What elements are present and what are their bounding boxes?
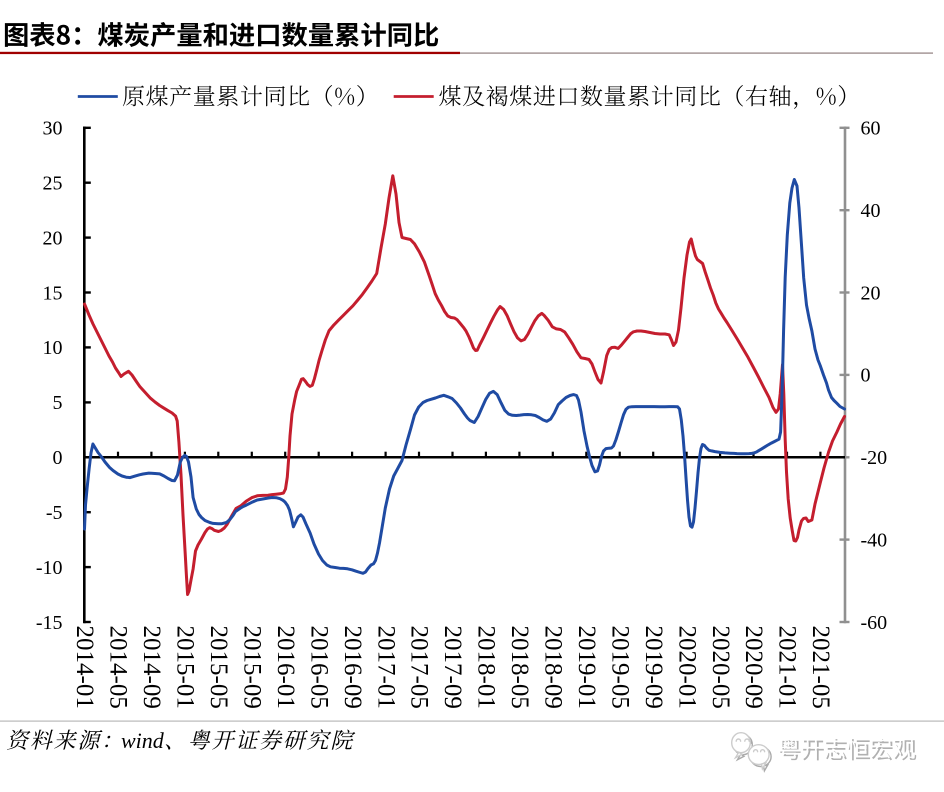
svg-text:-40: -40	[861, 529, 888, 551]
svg-text:2017-01: 2017-01	[372, 626, 399, 709]
svg-text:2021-01: 2021-01	[774, 626, 801, 709]
svg-text:25: 25	[43, 173, 63, 195]
svg-text:2018-05: 2018-05	[506, 626, 533, 709]
svg-text:2015-05: 2015-05	[205, 626, 232, 709]
svg-text:-10: -10	[36, 557, 63, 579]
svg-text:-15: -15	[36, 612, 63, 634]
svg-text:-20: -20	[861, 447, 888, 469]
svg-text:2014-05: 2014-05	[105, 626, 132, 709]
svg-text:2020-01: 2020-01	[673, 626, 700, 709]
svg-text:2016-01: 2016-01	[272, 626, 299, 709]
svg-text:2016-05: 2016-05	[305, 626, 332, 709]
svg-text:20: 20	[43, 227, 63, 249]
svg-text:2019-05: 2019-05	[606, 626, 633, 709]
svg-text:2018-09: 2018-09	[540, 626, 567, 709]
svg-text:2015-09: 2015-09	[239, 626, 266, 709]
svg-text:2018-01: 2018-01	[473, 626, 500, 709]
svg-text:2016-09: 2016-09	[339, 626, 366, 709]
svg-text:20: 20	[861, 282, 881, 304]
svg-text:15: 15	[43, 282, 63, 304]
svg-text:2014-09: 2014-09	[138, 626, 165, 709]
svg-text:wind: wind	[121, 728, 165, 753]
svg-text:2019-09: 2019-09	[640, 626, 667, 709]
svg-text:-60: -60	[861, 612, 888, 634]
svg-text:2019-01: 2019-01	[573, 626, 600, 709]
svg-text:10: 10	[43, 337, 63, 359]
svg-text:2014-01: 2014-01	[71, 626, 98, 709]
svg-text:30: 30	[43, 118, 63, 140]
svg-text:60: 60	[861, 118, 881, 140]
svg-text:2015-01: 2015-01	[172, 626, 199, 709]
svg-text:0: 0	[861, 365, 871, 387]
svg-text:40: 40	[861, 200, 881, 222]
svg-text:2017-05: 2017-05	[406, 626, 433, 709]
svg-text:0: 0	[53, 447, 63, 469]
svg-text:2017-09: 2017-09	[439, 626, 466, 709]
svg-text:2021-05: 2021-05	[807, 626, 834, 709]
svg-text:-5: -5	[46, 502, 63, 524]
svg-text:2020-09: 2020-09	[740, 626, 767, 709]
svg-text:2020-05: 2020-05	[707, 626, 734, 709]
svg-text:5: 5	[53, 392, 63, 414]
